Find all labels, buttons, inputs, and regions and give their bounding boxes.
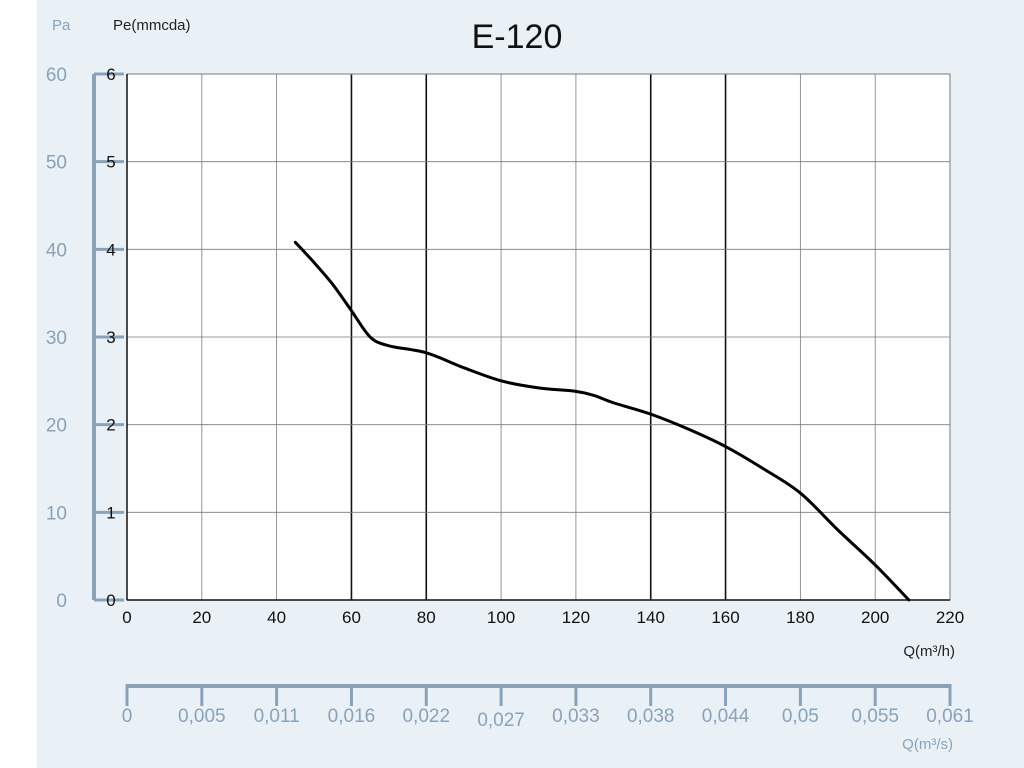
pe-mmcda-tick-label: 0 (106, 591, 115, 610)
q-m3s-tick-label: 0,05 (782, 706, 819, 727)
q-m3s-tick-label: 0,033 (552, 706, 600, 727)
chart-title: E-120 (472, 18, 563, 56)
pa-tick-label: 0 (56, 591, 67, 612)
pe-mmcda-tick-label: 4 (106, 240, 115, 259)
q-m3h-tick-label: 0 (122, 608, 131, 627)
horizontal-gridlines (127, 161, 950, 513)
pa-tick-label: 10 (46, 503, 67, 524)
q-m3s-tick-label: 0,022 (402, 706, 450, 727)
q-m3h-unit-label: Q(m³/h) (903, 643, 955, 660)
pa-tick-label: 30 (46, 328, 67, 349)
q-m3h-tick-labels: 0 20 40 60 80 100 120 140 160 180 200 220 (122, 608, 964, 627)
pe-mmcda-tick-label: 1 (106, 503, 115, 522)
q-m3h-tick-label: 80 (417, 608, 436, 627)
q-m3s-unit-label: Q(m³/s) (902, 736, 953, 753)
q-m3s-tick-label: 0,038 (627, 706, 675, 727)
pe-mmcda-tick-label: 6 (106, 65, 115, 84)
q-m3h-tick-label: 140 (637, 608, 665, 627)
pe-mmcda-tick-label: 2 (106, 416, 115, 435)
pe-mmcda-tick-labels: 0 1 2 3 4 5 6 (106, 65, 115, 610)
q-m3s-tick-label: 0 (122, 706, 133, 727)
pe-mmcda-tick-label: 5 (106, 153, 115, 172)
q-m3h-tick-label: 20 (192, 608, 211, 627)
m3s-secondary-axis (125, 684, 952, 706)
q-m3s-tick-labels: 0 0,005 0,011 0,016 0,022 0,027 0,033 0,038 0,04… (122, 706, 974, 731)
mmcda-unit-label: Pe(mmcda) (113, 17, 191, 34)
pa-tick-label: 40 (46, 240, 67, 261)
pe-mmcda-tick-label: 3 (106, 328, 115, 347)
pa-unit-label: Pa (52, 17, 71, 34)
q-m3s-tick-label: 0,011 (254, 706, 300, 727)
pa-tick-labels: 0 10 20 30 40 50 60 (46, 65, 67, 612)
pa-tick-label: 50 (46, 153, 67, 174)
q-m3s-tick-label: 0,055 (851, 706, 899, 727)
q-m3h-tick-label: 220 (936, 608, 964, 627)
q-m3h-tick-label: 120 (562, 608, 590, 627)
q-m3h-tick-label: 200 (861, 608, 889, 627)
fan-curve-line (293, 240, 911, 602)
q-m3s-tick-label: 0,061 (926, 706, 974, 727)
q-m3h-tick-label: 60 (342, 608, 361, 627)
pa-secondary-axis (92, 72, 124, 602)
pa-tick-label: 60 (46, 65, 67, 86)
q-m3h-tick-label: 100 (487, 608, 515, 627)
q-m3s-tick-label: 0,044 (702, 706, 750, 727)
q-m3s-tick-label: 0,005 (178, 706, 226, 727)
pa-tick-label: 20 (46, 416, 67, 437)
q-m3s-tick-label: 0,016 (328, 706, 376, 727)
q-m3h-tick-label: 40 (267, 608, 286, 627)
q-m3s-tick-label: 0,027 (477, 710, 525, 731)
q-m3h-tick-label: 180 (786, 608, 814, 627)
q-m3h-tick-label: 160 (711, 608, 739, 627)
